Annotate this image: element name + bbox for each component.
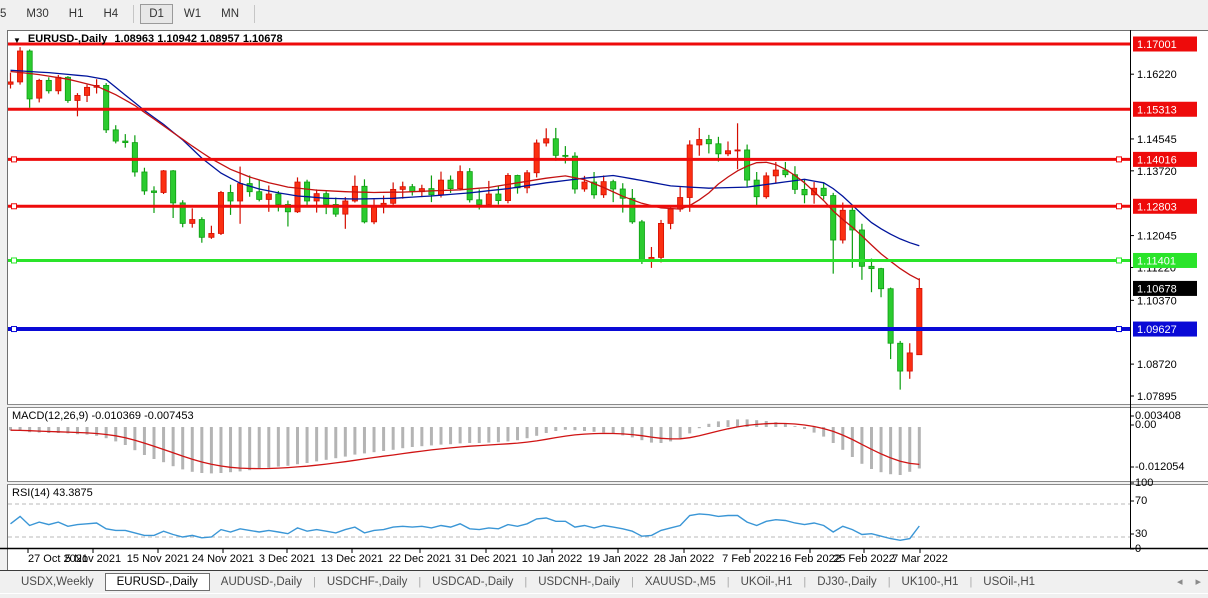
current-price-badge: 1.10678 bbox=[1137, 283, 1177, 295]
price-axis-label: 1.12045 bbox=[1137, 231, 1177, 243]
tab-separator: | bbox=[630, 575, 634, 588]
price-axis-label: 1.13720 bbox=[1137, 166, 1177, 178]
timeframe-button-h1[interactable]: H1 bbox=[68, 8, 84, 20]
chart-tab-usdcnh-daily[interactable]: USDCNH-,Daily bbox=[538, 575, 620, 588]
horizontal-level-lines bbox=[8, 42, 1130, 333]
date-axis-label: 10 Jan 2022 bbox=[522, 553, 583, 565]
rsi-axis-label: 100 bbox=[1135, 477, 1153, 489]
price-axis-label: 1.07895 bbox=[1137, 391, 1177, 403]
main-price-pane bbox=[8, 47, 923, 390]
rsi-axis-label: 30 bbox=[1135, 528, 1147, 540]
chart-tab-usdx-weekly[interactable]: USDX,Weekly bbox=[21, 575, 94, 588]
timeframe-button-w1[interactable]: W1 bbox=[183, 8, 202, 20]
date-axis-label: 31 Dec 2021 bbox=[455, 553, 517, 565]
chart-tab-uk100-h1[interactable]: UK100-,H1 bbox=[901, 575, 959, 588]
macd-axis-label: -0.012054 bbox=[1135, 461, 1185, 473]
tab-separator: | bbox=[418, 575, 422, 588]
date-axis-label: 19 Jan 2022 bbox=[588, 553, 649, 565]
date-axis-label: 7 Feb 2022 bbox=[722, 553, 778, 565]
chart-tab-eurusd-daily[interactable]: EURUSD-,Daily bbox=[104, 572, 210, 591]
macd-indicator-label: MACD(12,26,9) -0.010369 -0.007453 bbox=[12, 410, 194, 422]
chart-title: ▼ EURUSD-,Daily 1.08963 1.10942 1.08957 … bbox=[13, 33, 283, 45]
toolbar-separator bbox=[254, 5, 256, 23]
price-level-badge: 1.17001 bbox=[1137, 39, 1177, 51]
date-axis-label: 13 Dec 2021 bbox=[321, 553, 383, 565]
chart-tab-audusd-daily[interactable]: AUDUSD-,Daily bbox=[220, 575, 302, 588]
date-axis-label: 24 Nov 2021 bbox=[192, 553, 254, 565]
tab-scroll-arrows: ◂ ▸ bbox=[1177, 575, 1201, 588]
timeframe-button-d1[interactable]: D1 bbox=[140, 4, 173, 24]
tab-separator: | bbox=[803, 575, 807, 588]
chart-tabs-bar: USDX,Weekly EURUSD-,Daily AUDUSD-,Daily | US… bbox=[0, 570, 1208, 592]
date-axis-label: 28 Jan 2022 bbox=[654, 553, 715, 565]
chart-tab-usdchf-daily[interactable]: USDCHF-,Daily bbox=[326, 575, 408, 588]
date-axis-label: 25 Feb 2022 bbox=[833, 553, 895, 565]
macd-axis-label: 0.003408 bbox=[1135, 410, 1181, 422]
date-axis-label: 16 Feb 2022 bbox=[779, 553, 841, 565]
chart-tab-ukoil-h1[interactable]: UKOil-,H1 bbox=[740, 575, 793, 588]
price-level-badge: 1.11401 bbox=[1137, 255, 1176, 267]
tab-separator: | bbox=[969, 575, 973, 588]
date-axis-label: 15 Nov 2021 bbox=[127, 553, 189, 565]
rsi-indicator-label: RSI(14) 43.3875 bbox=[12, 487, 93, 499]
timeframe-toolbar: 5 M30 H1 H4 D1 W1 MN bbox=[0, 0, 1208, 28]
rsi-axis-label: 70 bbox=[1135, 495, 1147, 507]
symbol-dropdown-icon[interactable]: ▼ bbox=[13, 35, 21, 45]
date-axis-label: 7 Mar 2022 bbox=[892, 553, 948, 565]
tab-separator: | bbox=[312, 575, 316, 588]
macd-pane bbox=[9, 419, 921, 475]
tab-scroll-right-icon[interactable]: ▸ bbox=[1195, 576, 1201, 588]
price-level-badge: 1.14016 bbox=[1137, 154, 1177, 166]
tab-separator: | bbox=[887, 575, 891, 588]
date-axis-label: 27 Oct 2021 bbox=[28, 553, 88, 565]
timeframe-button-mn[interactable]: MN bbox=[221, 8, 240, 20]
rsi-pane bbox=[8, 503, 1130, 542]
status-strip bbox=[0, 593, 1208, 598]
toolbar-separator bbox=[133, 5, 135, 23]
price-axis-label: 1.14545 bbox=[1137, 134, 1177, 146]
chart-ohlc-values: 1.08963 1.10942 1.08957 1.10678 bbox=[114, 33, 283, 45]
price-axis-label: 1.08720 bbox=[1137, 359, 1177, 371]
tab-scroll-left-icon[interactable]: ◂ bbox=[1176, 576, 1183, 588]
chart-tab-dj30-daily[interactable]: DJ30-,Daily bbox=[817, 575, 877, 588]
timeframe-button-h4[interactable]: H4 bbox=[103, 8, 119, 20]
chart-tab-usoil-h1[interactable]: USOil-,H1 bbox=[983, 575, 1036, 588]
price-axis-label: 1.10370 bbox=[1137, 295, 1177, 307]
timeframe-button-m30[interactable]: M30 bbox=[26, 8, 49, 20]
tab-separator: | bbox=[726, 575, 730, 588]
price-axis-label: 1.16220 bbox=[1137, 69, 1177, 81]
date-axis-label: 5 Nov 2021 bbox=[65, 553, 121, 565]
chart-symbol-label: EURUSD-,Daily bbox=[27, 33, 108, 45]
date-axis-label: 22 Dec 2021 bbox=[389, 553, 451, 565]
date-axis-label: 3 Dec 2021 bbox=[259, 553, 315, 565]
price-axis: 1.162201.145451.137201.120451.112201.103… bbox=[1130, 30, 1197, 555]
chart-canvas[interactable]: MACD(12,26,9) -0.010369 -0.007453 RSI(14)… bbox=[0, 28, 1208, 570]
price-level-badge: 1.09627 bbox=[1137, 324, 1177, 336]
macd-axis-label: 0.00 bbox=[1135, 419, 1156, 431]
price-level-badge: 1.12803 bbox=[1137, 201, 1177, 213]
chart-tab-xauusd-m5[interactable]: XAUUSD-,M5 bbox=[644, 575, 716, 588]
tab-separator: | bbox=[524, 575, 528, 588]
price-level-badge: 1.15313 bbox=[1137, 104, 1177, 116]
timeframe-button-5[interactable]: 5 bbox=[0, 8, 7, 20]
chart-tab-usdcad-daily[interactable]: USDCAD-,Daily bbox=[432, 575, 514, 588]
